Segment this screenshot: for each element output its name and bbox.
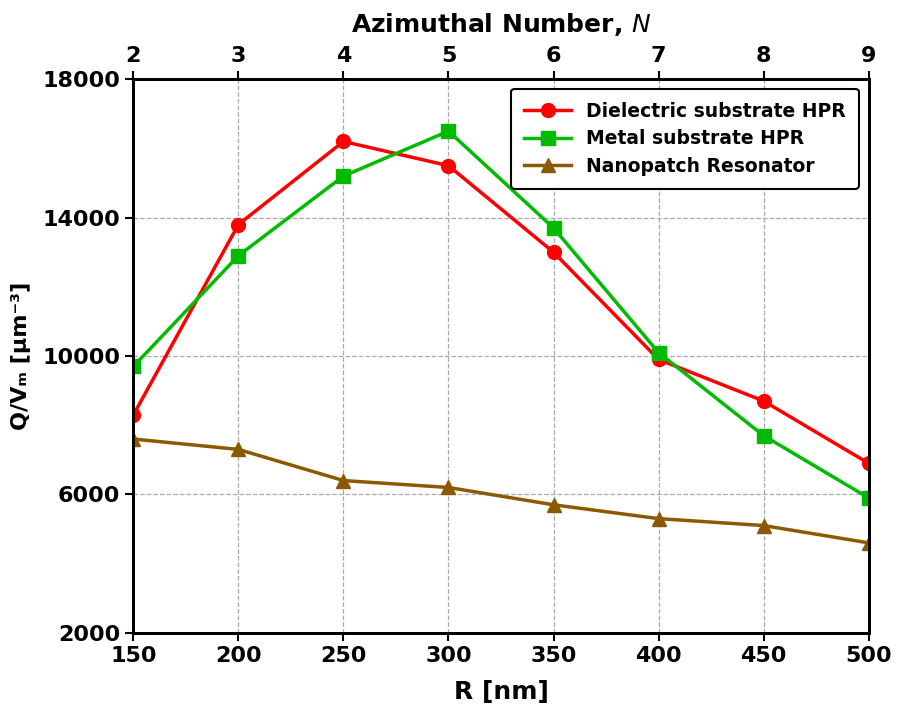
X-axis label: Azimuthal Number, $\mathit{N}$: Azimuthal Number, $\mathit{N}$: [350, 11, 650, 38]
Dielectric substrate HPR: [548, 248, 558, 257]
Metal substrate HPR: [337, 172, 348, 180]
Metal substrate HPR: [443, 127, 454, 135]
Metal substrate HPR: [652, 348, 663, 357]
Dielectric substrate HPR: [652, 355, 663, 364]
Nanopatch Resonator: [758, 521, 769, 530]
Dielectric substrate HPR: [128, 410, 139, 419]
Metal substrate HPR: [758, 431, 769, 440]
Nanopatch Resonator: [443, 483, 454, 492]
Nanopatch Resonator: [337, 476, 348, 485]
Dielectric substrate HPR: [862, 459, 873, 468]
Line: Dielectric substrate HPR: Dielectric substrate HPR: [126, 134, 875, 470]
Dielectric substrate HPR: [337, 137, 348, 146]
Metal substrate HPR: [233, 252, 244, 260]
Nanopatch Resonator: [652, 514, 663, 523]
Metal substrate HPR: [128, 362, 139, 370]
Nanopatch Resonator: [128, 435, 139, 443]
Nanopatch Resonator: [233, 445, 244, 454]
Nanopatch Resonator: [548, 500, 558, 509]
Y-axis label: Q/Vₘ [μm⁻³]: Q/Vₘ [μm⁻³]: [11, 282, 31, 430]
X-axis label: R [nm]: R [nm]: [453, 680, 548, 704]
Nanopatch Resonator: [862, 538, 873, 547]
Legend: Dielectric substrate HPR, Metal substrate HPR, Nanopatch Resonator: Dielectric substrate HPR, Metal substrat…: [511, 89, 858, 189]
Dielectric substrate HPR: [443, 162, 454, 170]
Dielectric substrate HPR: [758, 397, 769, 405]
Metal substrate HPR: [548, 224, 558, 232]
Line: Nanopatch Resonator: Nanopatch Resonator: [126, 432, 875, 550]
Line: Metal substrate HPR: Metal substrate HPR: [126, 124, 875, 505]
Metal substrate HPR: [862, 493, 873, 502]
Dielectric substrate HPR: [233, 220, 244, 229]
